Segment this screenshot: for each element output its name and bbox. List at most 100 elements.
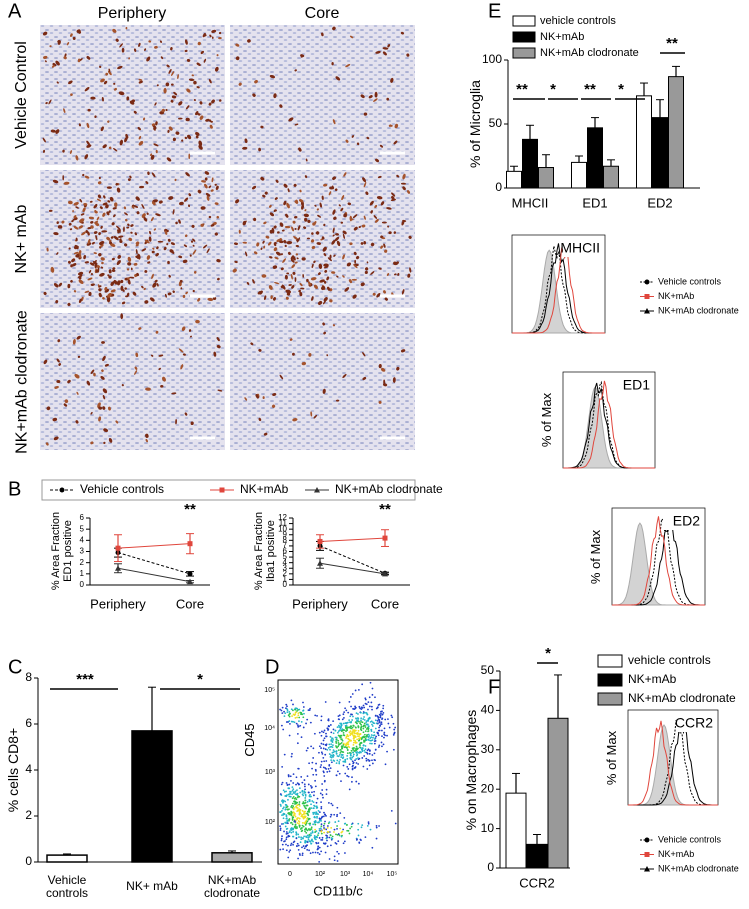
event-dot bbox=[298, 720, 300, 723]
event-dot bbox=[324, 813, 326, 816]
event-dot bbox=[330, 802, 333, 805]
event-dot bbox=[309, 707, 312, 710]
event-dot bbox=[291, 816, 294, 818]
stained-cell bbox=[342, 275, 345, 278]
y-tick-label: 12 bbox=[278, 513, 287, 522]
event-dot bbox=[280, 839, 283, 842]
stained-cell bbox=[78, 123, 81, 127]
stained-cell bbox=[180, 364, 184, 370]
stained-cell bbox=[373, 215, 378, 219]
event-dot bbox=[318, 853, 321, 856]
event-dot bbox=[338, 701, 341, 704]
event-dot bbox=[287, 775, 290, 778]
event-dot bbox=[319, 827, 322, 830]
event-dot bbox=[298, 801, 301, 803]
stained-cell bbox=[327, 257, 332, 262]
event-dot bbox=[354, 726, 357, 729]
stained-cell bbox=[285, 213, 289, 218]
stained-cell bbox=[184, 197, 189, 202]
stained-cell bbox=[99, 272, 105, 277]
stained-cell bbox=[205, 192, 211, 197]
stained-cell bbox=[109, 243, 116, 247]
event-dot bbox=[342, 828, 345, 831]
event-dot bbox=[333, 831, 335, 833]
stained-cell bbox=[260, 247, 263, 250]
column-header: Core bbox=[305, 5, 340, 22]
event-dot bbox=[320, 747, 322, 749]
event-dot bbox=[369, 720, 372, 723]
event-dot bbox=[297, 844, 300, 847]
event-dot bbox=[288, 720, 291, 722]
micrograph bbox=[40, 313, 225, 450]
stained-cell bbox=[44, 60, 47, 63]
y-tick-label: 6 bbox=[283, 547, 288, 556]
y-tick-label: 10 bbox=[481, 821, 495, 835]
event-dot bbox=[359, 746, 361, 749]
stained-cell bbox=[175, 221, 178, 225]
event-dot bbox=[350, 780, 353, 783]
event-dot bbox=[321, 793, 324, 796]
event-dot bbox=[360, 706, 363, 709]
event-dot bbox=[304, 815, 307, 818]
event-dot bbox=[329, 724, 332, 726]
stained-cell bbox=[131, 205, 135, 209]
event-dot bbox=[301, 854, 304, 856]
event-dot bbox=[331, 737, 334, 740]
stained-cell bbox=[127, 256, 132, 262]
stained-cell bbox=[103, 195, 106, 199]
stained-cell bbox=[307, 219, 311, 224]
event-dot bbox=[347, 829, 350, 832]
event-dot bbox=[330, 756, 333, 759]
event-dot bbox=[363, 736, 366, 739]
stained-cell bbox=[274, 197, 278, 200]
stained-cell bbox=[117, 235, 124, 238]
stained-cell bbox=[166, 243, 169, 246]
event-dot bbox=[301, 790, 304, 793]
stained-cell bbox=[104, 286, 108, 291]
stained-cell bbox=[143, 117, 146, 121]
event-dot bbox=[337, 739, 340, 742]
event-dot bbox=[310, 786, 313, 789]
event-dot bbox=[312, 773, 315, 776]
event-dot bbox=[362, 744, 365, 747]
stained-cell bbox=[204, 183, 208, 189]
y-axis-label: % on Macrophages bbox=[463, 709, 480, 831]
stained-cell bbox=[273, 93, 277, 99]
event-dot bbox=[333, 859, 336, 862]
stained-cell bbox=[165, 82, 170, 87]
stained-cell bbox=[284, 274, 288, 280]
event-dot bbox=[340, 734, 343, 737]
event-dot bbox=[279, 848, 282, 851]
stained-cell bbox=[392, 377, 396, 383]
event-dot bbox=[320, 850, 323, 853]
event-dot bbox=[286, 827, 289, 830]
stained-cell bbox=[317, 214, 322, 218]
stained-cell bbox=[382, 47, 389, 50]
event-dot bbox=[315, 841, 318, 844]
stained-cell bbox=[301, 204, 305, 210]
event-dot bbox=[374, 719, 377, 722]
event-dot bbox=[306, 800, 309, 803]
stained-cell bbox=[68, 80, 73, 85]
stained-cell bbox=[238, 82, 242, 86]
event-dot bbox=[290, 814, 293, 817]
stained-cell bbox=[119, 43, 123, 48]
event-dot bbox=[382, 704, 385, 707]
stained-cell bbox=[384, 297, 388, 301]
event-dot bbox=[350, 823, 353, 826]
stained-cell bbox=[216, 345, 221, 349]
event-dot bbox=[292, 709, 294, 712]
stained-cell bbox=[81, 231, 87, 236]
stained-cell bbox=[160, 385, 164, 388]
event-dot bbox=[283, 790, 286, 793]
stained-cell bbox=[290, 258, 295, 263]
event-dot bbox=[309, 852, 312, 855]
stained-cell bbox=[131, 204, 135, 207]
histogram-curve bbox=[612, 516, 705, 606]
event-dot bbox=[292, 773, 295, 776]
event-dot bbox=[311, 830, 314, 833]
stained-cell bbox=[82, 173, 85, 177]
stained-cell bbox=[137, 126, 141, 131]
y-tick-label: 40 bbox=[481, 703, 495, 717]
stained-cell bbox=[353, 251, 357, 256]
